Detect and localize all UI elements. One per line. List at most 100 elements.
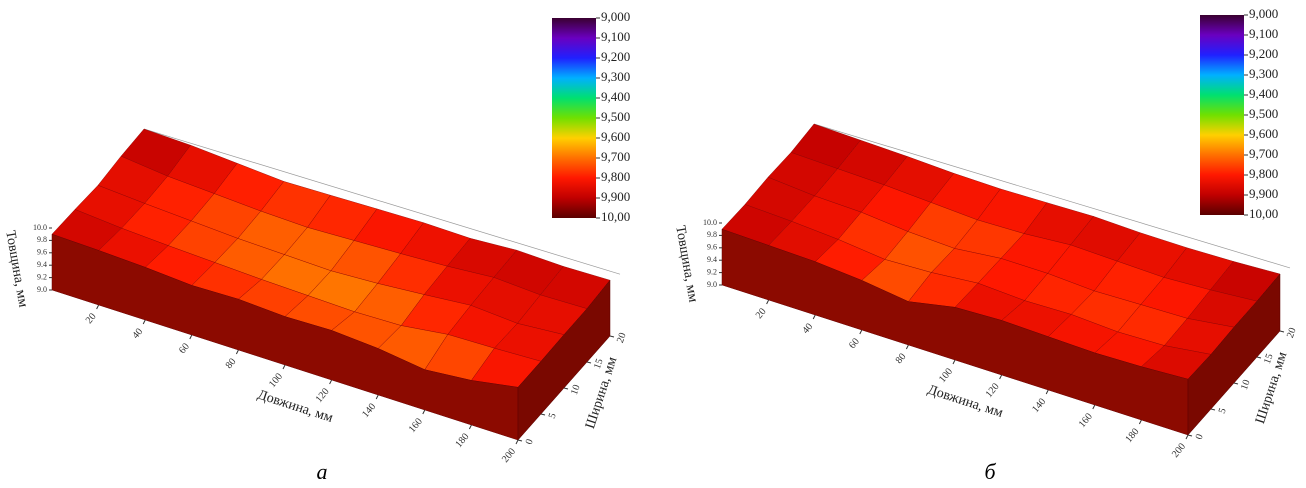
z-tick-label: 9.6 [707, 243, 717, 252]
x-tick [422, 409, 426, 415]
x-tick-label: 40 [800, 321, 815, 336]
y-tick-label: 15 [592, 357, 606, 370]
colorbar-label: 10,00 [1249, 206, 1278, 221]
y-tick [586, 361, 592, 364]
y-tick [1233, 382, 1239, 385]
x-tick [952, 359, 956, 365]
x-tick [999, 374, 1003, 380]
colorbar-label: 9,000 [601, 9, 630, 24]
y-tick-label: 15 [1262, 352, 1276, 365]
x-tick-label: 20 [754, 306, 769, 321]
x-tick-label: 180 [1123, 426, 1141, 445]
x-tick [96, 304, 100, 310]
z-tick-label: 9.2 [707, 267, 717, 276]
x-tick-label: 120 [314, 386, 332, 405]
z-tick-label: 10.0 [33, 223, 47, 232]
x-tick-label: 60 [177, 341, 192, 356]
colorbar-label: 9,200 [601, 49, 630, 64]
x-tick-label: 160 [407, 416, 425, 435]
z-tick-label: 10.0 [703, 218, 717, 227]
panel-label: а [317, 459, 328, 484]
z-tick-label: 9.4 [707, 255, 717, 264]
right-face [1187, 273, 1281, 436]
y-tick-label: 20 [1285, 326, 1299, 339]
colorbar [1200, 15, 1244, 215]
x-tick-label: 80 [894, 351, 909, 366]
x-tick [1092, 404, 1096, 410]
x-tick-label: 200 [1170, 441, 1188, 460]
x-tick-label: 80 [224, 356, 239, 371]
y-tick [1210, 408, 1216, 411]
colorbar-label: 9,900 [1249, 186, 1278, 201]
y-tick-label: 0 [524, 438, 536, 446]
y-tick-label: 10 [569, 383, 583, 396]
z-tick-label: 9.8 [37, 235, 47, 244]
x-tick [1045, 389, 1049, 395]
colorbar-label: 9,800 [1249, 166, 1278, 181]
colorbar-label: 9,500 [1249, 106, 1278, 121]
x-tick-label: 120 [984, 381, 1002, 400]
y-axis-label: Ширина, мм [1253, 350, 1290, 426]
z-axis-label: Товщина, мм [2, 229, 30, 308]
x-tick-label: 140 [1030, 396, 1048, 415]
x-tick [468, 424, 472, 430]
x-tick [189, 334, 193, 340]
y-tick [1187, 434, 1193, 437]
x-tick-label: 140 [360, 401, 378, 420]
front-face [721, 228, 1189, 436]
y-tick-label: 0 [1194, 433, 1206, 441]
x-tick-label: 200 [500, 446, 518, 465]
y-tick [563, 387, 569, 390]
right-face [517, 279, 611, 441]
x-tick [905, 344, 909, 350]
z-tick-label: 9.2 [37, 272, 47, 281]
z-axis-label: Товщина, мм [672, 224, 700, 303]
x-tick [1185, 434, 1189, 440]
y-axis-label: Ширина, мм [583, 355, 620, 431]
y-tick-label: 5 [1217, 407, 1229, 415]
colorbar-label: 9,100 [601, 29, 630, 44]
colorbar-label: 9,500 [601, 109, 630, 124]
colorbar-label: 9,600 [601, 129, 630, 144]
x-tick-label: 20 [84, 311, 99, 326]
x-tick [282, 364, 286, 370]
y-tick [609, 335, 615, 338]
x-tick [766, 299, 770, 305]
z-tick-label: 9.0 [37, 285, 47, 294]
x-tick [235, 349, 239, 355]
front-face [51, 233, 519, 441]
x-tick [329, 379, 333, 385]
colorbar-label: 9,700 [601, 149, 630, 164]
z-tick-label: 9.0 [707, 280, 717, 289]
x-tick-label: 60 [847, 336, 862, 351]
y-tick [1256, 356, 1262, 359]
y-tick-label: 20 [615, 331, 629, 344]
y-tick-label: 10 [1239, 378, 1253, 391]
x-tick [1138, 419, 1142, 425]
colorbar-label: 9,900 [601, 189, 630, 204]
colorbar-label: 9,700 [1249, 146, 1278, 161]
back-edge [813, 123, 1291, 269]
x-tick [812, 314, 816, 320]
y-tick [540, 413, 546, 416]
x-tick [515, 439, 519, 445]
y-tick [1279, 330, 1285, 333]
colorbar-label: 9,000 [1249, 6, 1278, 21]
colorbar-label: 9,200 [1249, 46, 1278, 61]
panel-label: б [984, 459, 996, 484]
z-tick-label: 9.4 [37, 260, 47, 269]
x-tick-label: 100 [937, 366, 955, 385]
colorbar-label: 9,300 [1249, 66, 1278, 81]
colorbar-label: 9,600 [1249, 126, 1278, 141]
x-tick [375, 394, 379, 400]
colorbar-label: 10,00 [601, 209, 630, 224]
colorbar-label: 9,300 [601, 69, 630, 84]
colorbar-label: 9,100 [1249, 26, 1278, 41]
colorbar-label: 9,400 [601, 89, 630, 104]
colorbar-label: 9,800 [601, 169, 630, 184]
x-tick [859, 329, 863, 335]
y-tick-label: 5 [547, 412, 559, 420]
x-tick [142, 319, 146, 325]
back-edge [143, 128, 621, 275]
